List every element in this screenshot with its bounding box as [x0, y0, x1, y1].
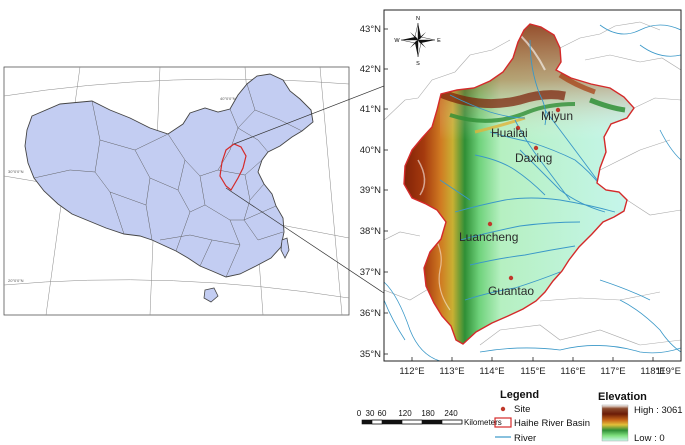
elevation-high-label: High : 3061	[634, 405, 683, 416]
compass-e: E	[437, 38, 441, 44]
site-dot-daxing	[533, 145, 539, 151]
site-label-huailai: Huailai	[491, 126, 528, 140]
lon-label-117: 117°E	[600, 366, 625, 377]
lat-label-40: 40°N	[360, 145, 381, 156]
legend-site-icon	[500, 406, 506, 412]
latitude-axis: 43°N 42°N 41°N 40°N 39°N 38°N 37°N 36°N …	[360, 24, 388, 360]
site-dot-guantao	[508, 275, 514, 281]
site-dot-huailai	[515, 125, 521, 131]
lat-label-42: 42°N	[360, 64, 381, 75]
legend-basin-icon	[494, 417, 512, 428]
lat-label-39: 39°N	[360, 185, 381, 196]
lon-label-118: 118°E	[640, 366, 665, 377]
compass-w: W	[394, 38, 400, 44]
inset-grid-label-40n: 40°0'0"N	[220, 96, 236, 101]
compass-n: N	[416, 16, 420, 22]
site-dot-miyun	[555, 107, 561, 113]
basin-rivers	[439, 39, 616, 301]
lat-label-43: 43°N	[360, 24, 381, 35]
lon-label-113: 113°E	[439, 366, 464, 377]
inset-map: 40°0'0"N 30°0'0"N 20°0'0"N	[3, 66, 350, 316]
main-map: 43°N 42°N 41°N 40°N 39°N 38°N 37°N 36°N …	[360, 9, 682, 377]
site-label-guantao: Guantao	[488, 284, 534, 298]
haihe-basin-boundary	[403, 23, 635, 345]
lon-label-114: 114°E	[479, 366, 504, 377]
legend-site-label: Site	[514, 404, 530, 415]
inset-haihe-basin	[219, 143, 247, 191]
scale-tick-60: 60	[378, 409, 387, 418]
lon-label-115: 115°E	[520, 366, 545, 377]
legend-title: Legend	[500, 389, 539, 401]
lat-label-37: 37°N	[360, 267, 381, 278]
lon-label-112: 112°E	[399, 366, 424, 377]
elevation-low-label: Low : 0	[634, 433, 665, 444]
scale-tick-240: 240	[444, 409, 458, 418]
site-dot-luancheng	[487, 221, 493, 227]
taiwan-island	[280, 237, 290, 259]
inset-grid-label-30n: 30°0'0"N	[8, 169, 24, 174]
elevation-colorbar	[601, 404, 629, 442]
compass-s: S	[416, 61, 420, 67]
lat-label-38: 38°N	[360, 226, 381, 237]
scale-tick-180: 180	[421, 409, 435, 418]
scale-bar: 0 30 60 120 180 240 Kilometers	[357, 409, 502, 427]
lat-label-41: 41°N	[360, 104, 381, 115]
site-label-daxing: Daxing	[515, 151, 552, 165]
scale-unit: Kilometers	[464, 418, 502, 427]
legend-basin-label: Haihe River Basin	[514, 418, 590, 429]
inset-grid-label-20n: 20°0'0"N	[8, 278, 24, 283]
site-label-miyun: Miyun	[541, 109, 573, 123]
legend-river-label: River	[514, 433, 536, 444]
hainan-island	[203, 287, 219, 303]
outside-rivers	[384, 24, 681, 361]
lat-label-35: 35°N	[360, 349, 381, 360]
lon-label-119: 119°E	[656, 366, 681, 377]
scale-tick-30: 30	[366, 409, 375, 418]
province-boundaries	[33, 83, 303, 278]
legend: Legend Site Haihe River Basin River	[494, 389, 590, 444]
site-label-luancheng: Luancheng	[459, 230, 518, 244]
compass-rose-icon: N S E W	[394, 16, 441, 67]
scale-tick-120: 120	[398, 409, 412, 418]
scale-tick-0: 0	[357, 409, 362, 418]
lat-label-36: 36°N	[360, 308, 381, 319]
elevation-legend: Elevation High : 3061 Low : 0	[598, 391, 683, 444]
longitude-axis: 112°E 113°E 114°E 115°E 116°E 117°E 118°…	[399, 357, 681, 377]
elevation-title: Elevation	[598, 391, 647, 403]
site-markers: Miyun Huailai Daxing Luancheng Guantao	[459, 107, 573, 298]
lon-label-116: 116°E	[560, 366, 585, 377]
